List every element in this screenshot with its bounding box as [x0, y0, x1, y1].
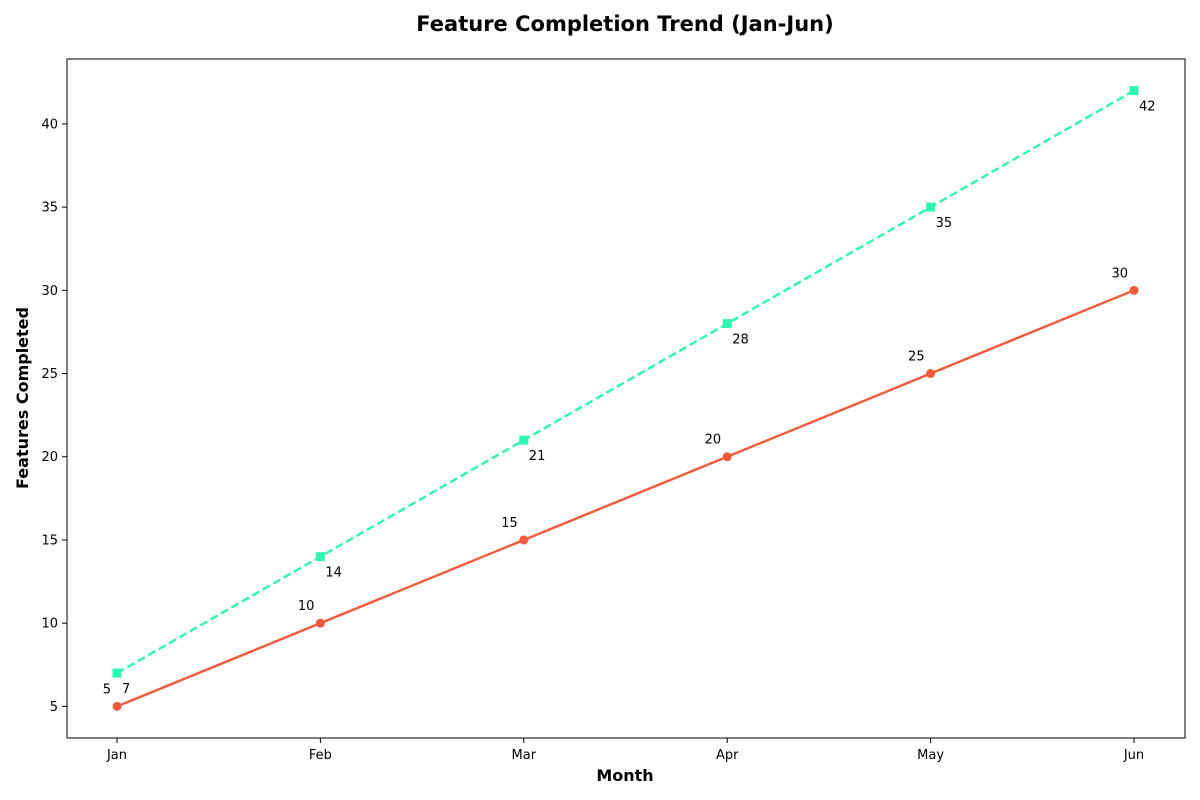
series-2-data-label: 42 [1139, 100, 1156, 115]
x-tick-label: Feb [309, 748, 332, 763]
y-tick-label: 40 [41, 117, 58, 132]
series-2-marker [315, 552, 325, 562]
series-1-marker [926, 369, 936, 379]
series-2-data-label: 21 [529, 449, 546, 464]
x-tick-label: Mar [512, 748, 537, 763]
series-1-data-label: 25 [908, 350, 925, 365]
series-2-data-label: 35 [936, 216, 953, 231]
series-2-marker [112, 668, 122, 678]
data-labels-layer: 5 10 15 20 25 30 7 14 21 28 35 42 [103, 100, 1156, 698]
series-2-data-label: 7 [122, 682, 130, 697]
x-tick-label: Jun [1123, 748, 1144, 763]
y-tick-label: 20 [41, 450, 58, 465]
series-2-marker [722, 319, 732, 329]
plot-area-frame [66, 58, 1186, 739]
series-1-data-label: 30 [1111, 266, 1128, 281]
series-1-data-label: 15 [501, 516, 518, 531]
series-2-line [116, 89, 1135, 675]
y-tick-label: 35 [41, 201, 58, 216]
series-1-marker [1129, 285, 1139, 295]
series-2-marker [519, 435, 529, 445]
series-1-marker [722, 452, 732, 462]
series-1-data-label: 20 [705, 433, 722, 448]
series-2-marker [1129, 86, 1139, 96]
chart-title: Feature Completion Trend (Jan-Jun) [416, 12, 833, 36]
y-axis: 5 10 15 20 25 30 35 40 [41, 117, 67, 715]
series-1-marker [315, 618, 325, 628]
x-tick-label: May [917, 748, 944, 763]
y-tick-label: 15 [41, 533, 58, 548]
series-1-marker [112, 701, 122, 711]
x-tick-label: Apr [716, 748, 739, 763]
x-axis: Jan Feb Mar Apr May Jun [106, 738, 1144, 763]
y-tick-label: 25 [41, 367, 58, 382]
series-1-line [116, 289, 1135, 708]
x-tick-label: Jan [106, 748, 127, 763]
series-1-data-label: 5 [103, 682, 111, 697]
series-2-data-label: 28 [732, 333, 749, 348]
series-2-data-label: 14 [325, 566, 342, 581]
series-layer [112, 86, 1139, 711]
y-tick-label: 10 [41, 617, 58, 632]
y-tick-label: 30 [41, 284, 58, 299]
y-tick-label: 5 [50, 700, 58, 715]
series-2-marker [926, 202, 936, 212]
x-axis-title: Month [596, 766, 653, 785]
series-1-data-label: 10 [298, 599, 315, 614]
y-axis-title: Features Completed [13, 307, 32, 489]
series-1-marker [519, 535, 529, 545]
